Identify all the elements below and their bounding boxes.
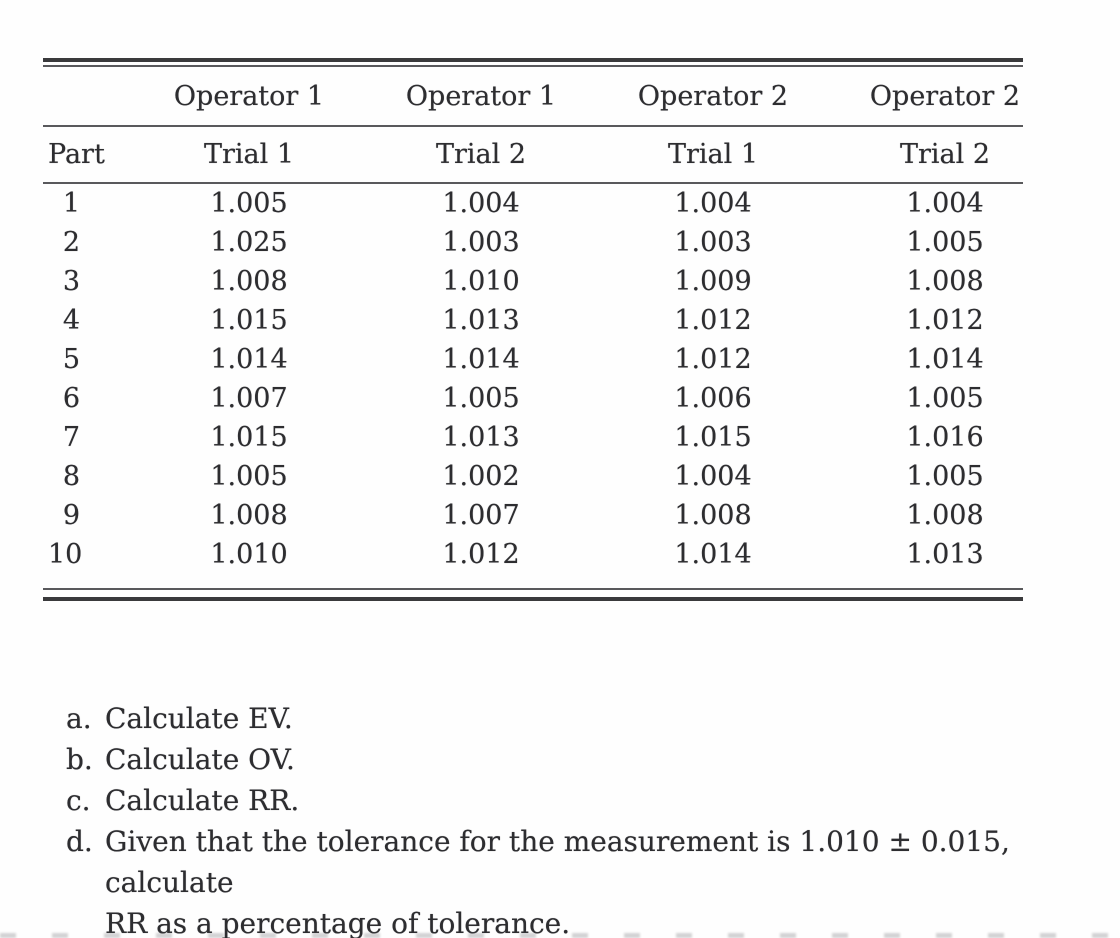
question-text: Given that the tolerance for the measure… bbox=[105, 821, 1080, 938]
measurement-value: 1.014 bbox=[674, 539, 752, 570]
question-text: Calculate EV. bbox=[105, 702, 293, 735]
question-label: c. bbox=[66, 784, 91, 817]
measurement-value: 1.004 bbox=[906, 188, 984, 219]
measurement-value: 1.004 bbox=[674, 461, 752, 492]
measurement-value: 1.015 bbox=[210, 305, 288, 336]
operator-header: Operator 2 bbox=[869, 80, 1021, 112]
part-number: 6 bbox=[62, 383, 80, 414]
measurement-value: 1.010 bbox=[210, 539, 288, 570]
table-row: 3 1.008 1.010 1.009 1.008 bbox=[43, 262, 1061, 301]
measurement-value: 1.007 bbox=[442, 500, 520, 531]
measurement-value: 1.005 bbox=[210, 188, 288, 219]
question-text-line: RR as a percentage of tolerance. bbox=[105, 907, 571, 938]
table-row: 5 1.014 1.014 1.012 1.014 bbox=[43, 340, 1061, 379]
measurement-value: 1.014 bbox=[210, 344, 288, 375]
operator-header: Operator 2 bbox=[637, 80, 789, 112]
trial-header-row: Part Trial 1 Trial 2 Trial 1 Trial 2 bbox=[43, 127, 1061, 182]
table-mid-rule-1 bbox=[43, 125, 1023, 127]
measurement-value: 1.009 bbox=[674, 266, 752, 297]
table-row: 9 1.008 1.007 1.008 1.008 bbox=[43, 496, 1061, 535]
operator-header: Operator 1 bbox=[173, 80, 325, 112]
measurement-value: 1.003 bbox=[674, 227, 752, 258]
measurement-value: 1.005 bbox=[906, 383, 984, 414]
part-number: 3 bbox=[62, 266, 80, 297]
trial-header: Trial 1 bbox=[667, 139, 759, 170]
operator-header: Operator 1 bbox=[405, 80, 557, 112]
measurement-value: 1.003 bbox=[442, 227, 520, 258]
measurement-value: 1.025 bbox=[210, 227, 288, 258]
part-number: 5 bbox=[62, 344, 80, 375]
measurement-value: 1.008 bbox=[674, 500, 752, 531]
question-label: d. bbox=[66, 825, 93, 858]
question-item-b: b. Calculate OV. bbox=[66, 739, 1080, 780]
part-number: 10 bbox=[48, 539, 83, 570]
measurement-value: 1.004 bbox=[442, 188, 520, 219]
measurement-value: 1.005 bbox=[442, 383, 520, 414]
table-row: 8 1.005 1.002 1.004 1.005 bbox=[43, 457, 1061, 496]
measurement-value: 1.002 bbox=[442, 461, 520, 492]
measurement-value: 1.005 bbox=[906, 227, 984, 258]
measurement-value: 1.012 bbox=[674, 305, 752, 336]
table-row: 10 1.010 1.012 1.014 1.013 bbox=[43, 535, 1061, 574]
table-row: 2 1.025 1.003 1.003 1.005 bbox=[43, 223, 1061, 262]
part-number: 9 bbox=[62, 500, 80, 531]
table-row: 4 1.015 1.013 1.012 1.012 bbox=[43, 301, 1061, 340]
question-label: a. bbox=[66, 702, 92, 735]
trial-header: Trial 2 bbox=[435, 139, 527, 170]
measurement-value: 1.006 bbox=[674, 383, 752, 414]
question-label: b. bbox=[66, 743, 93, 776]
table-bottom-rule-thick bbox=[43, 597, 1023, 601]
trial-header: Trial 1 bbox=[203, 139, 295, 170]
measurement-value: 1.013 bbox=[442, 305, 520, 336]
measurement-value: 1.013 bbox=[906, 539, 984, 570]
measurement-value: 1.008 bbox=[210, 266, 288, 297]
measurement-value: 1.014 bbox=[442, 344, 520, 375]
measurement-value: 1.005 bbox=[906, 461, 984, 492]
table-row: 7 1.015 1.013 1.015 1.016 bbox=[43, 418, 1061, 457]
question-item-c: c. Calculate RR. bbox=[66, 780, 1080, 821]
table-top-rule-thick bbox=[43, 58, 1023, 62]
question-item-a: a. Calculate EV. bbox=[66, 698, 1080, 739]
question-text: Calculate OV. bbox=[105, 743, 295, 776]
measurement-value: 1.013 bbox=[442, 422, 520, 453]
operator-header-row: Operator 1 Operator 1 Operator 2 Operato… bbox=[43, 67, 1061, 125]
part-number: 7 bbox=[62, 422, 80, 453]
truncated-text-strip bbox=[0, 933, 1120, 938]
measurement-value: 1.012 bbox=[674, 344, 752, 375]
measurement-value: 1.012 bbox=[442, 539, 520, 570]
table-row: 6 1.007 1.005 1.006 1.005 bbox=[43, 379, 1061, 418]
question-text-line: Given that the tolerance for the measure… bbox=[105, 825, 1010, 899]
measurement-value: 1.008 bbox=[210, 500, 288, 531]
measurement-value: 1.016 bbox=[906, 422, 984, 453]
table-row: 1 1.005 1.004 1.004 1.004 bbox=[43, 184, 1061, 223]
table-bottom-rule-thin bbox=[43, 588, 1023, 590]
question-item-d: d. Given that the tolerance for the meas… bbox=[66, 821, 1080, 938]
measurement-value: 1.005 bbox=[210, 461, 288, 492]
gage-rr-table: Operator 1 Operator 1 Operator 2 Operato… bbox=[43, 58, 1023, 601]
exercise-question-list: a. Calculate EV. b. Calculate OV. c. Cal… bbox=[66, 698, 1080, 938]
measurement-value: 1.004 bbox=[674, 188, 752, 219]
measurement-value: 1.015 bbox=[674, 422, 752, 453]
part-column-header: Part bbox=[48, 139, 105, 170]
measurement-value: 1.012 bbox=[906, 305, 984, 336]
table-mid-rule-2 bbox=[43, 182, 1023, 184]
part-number: 8 bbox=[62, 461, 80, 492]
part-number: 4 bbox=[62, 305, 80, 336]
question-text: Calculate RR. bbox=[105, 784, 300, 817]
trial-header: Trial 2 bbox=[899, 139, 991, 170]
measurement-value: 1.015 bbox=[210, 422, 288, 453]
part-number: 2 bbox=[62, 227, 80, 258]
part-number: 1 bbox=[62, 188, 80, 219]
measurement-value: 1.007 bbox=[210, 383, 288, 414]
measurement-value: 1.010 bbox=[442, 266, 520, 297]
table-top-rule-thin bbox=[43, 65, 1023, 67]
measurement-value: 1.008 bbox=[906, 266, 984, 297]
measurement-value: 1.014 bbox=[906, 344, 984, 375]
measurement-value: 1.008 bbox=[906, 500, 984, 531]
